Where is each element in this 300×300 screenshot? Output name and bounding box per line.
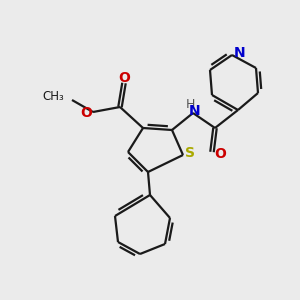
Text: O: O [118, 71, 130, 85]
Text: CH₃: CH₃ [42, 91, 64, 103]
Text: H: H [185, 98, 195, 110]
Text: N: N [189, 104, 201, 118]
Text: N: N [234, 46, 246, 60]
Text: S: S [185, 146, 195, 160]
Text: O: O [80, 106, 92, 120]
Text: O: O [214, 147, 226, 161]
